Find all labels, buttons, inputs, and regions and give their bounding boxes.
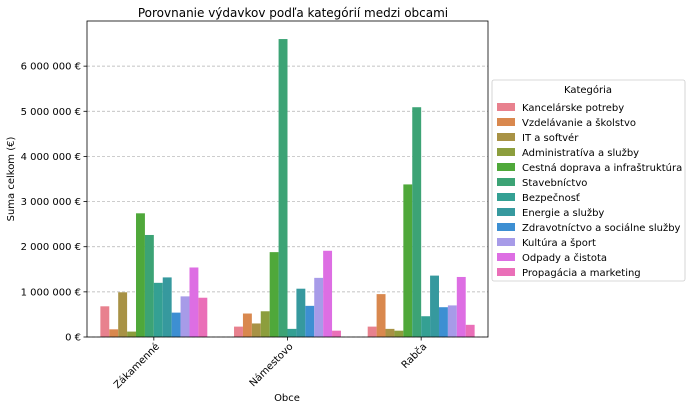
bar [189, 267, 199, 337]
y-axis: 0 € 1 000 000 € 2 000 000 € 3 000 000 € 4 00… [21, 62, 87, 344]
bar [296, 288, 306, 337]
bar [171, 312, 181, 337]
bar [394, 330, 404, 337]
bar [332, 330, 341, 337]
bar [278, 39, 288, 338]
x-axis-label: Obce [274, 393, 300, 404]
y-tick-label: 5 000 000 € [21, 107, 81, 118]
y-tick-label: 0 € [65, 333, 81, 344]
legend-swatch [497, 238, 515, 246]
bar [403, 184, 413, 337]
legend-swatch [497, 163, 515, 171]
bar [118, 292, 128, 337]
legend-swatch [497, 268, 515, 276]
y-tick-label: 1 000 000 € [21, 287, 81, 298]
bar [109, 329, 119, 337]
legend-swatch [497, 208, 515, 216]
bar [287, 328, 297, 337]
legend-label: Stavebníctvo [522, 177, 587, 189]
bar [162, 277, 172, 337]
bar [198, 297, 208, 337]
bar [269, 252, 279, 337]
bar [305, 305, 315, 337]
legend-swatch [497, 223, 515, 231]
bar [100, 306, 110, 337]
bar [314, 277, 324, 337]
x-tick-label: Zákamenné [111, 341, 162, 392]
legend-swatch [497, 118, 515, 126]
bar [251, 323, 261, 337]
legend-swatch [497, 253, 515, 261]
legend-swatch [497, 133, 515, 141]
legend-items: Kancelárske potreby Vzdelávanie a školstv… [497, 102, 682, 279]
legend-title: Kategória [564, 84, 612, 96]
bar [376, 294, 386, 337]
bar [465, 324, 475, 337]
bar [447, 305, 457, 337]
legend-swatch [497, 148, 515, 156]
x-tick-label: Námestovo [247, 341, 296, 390]
bar [367, 326, 377, 337]
chart-title: Porovnanie výdavkov podľa kategórií medz… [138, 6, 448, 20]
bar [180, 296, 190, 337]
legend-label: Vzdelávanie a školstvo [522, 117, 636, 129]
bar [242, 313, 252, 337]
y-tick-label: 2 000 000 € [21, 242, 81, 253]
bar [127, 331, 137, 337]
y-tick-label: 4 000 000 € [21, 152, 81, 163]
x-tick-label: Rabča [399, 341, 429, 371]
bar [153, 282, 163, 337]
bar [323, 250, 333, 337]
legend-label: IT a softvér [522, 132, 579, 144]
y-axis-label: Suma celkom (€) [6, 137, 17, 222]
bar [412, 107, 422, 337]
legend-label: Odpady a čistota [522, 252, 607, 264]
bar [385, 328, 395, 337]
y-tick-label: 6 000 000 € [21, 62, 81, 73]
legend-swatch [497, 193, 515, 201]
bar [136, 213, 145, 337]
legend-label: Cestná doprava a infraštruktúra [522, 162, 682, 174]
legend-label: Energie a služby [522, 207, 604, 219]
bar [438, 307, 448, 337]
bar [260, 311, 270, 337]
legend-swatch [497, 178, 515, 186]
legend-label: Kancelárske potreby [522, 102, 624, 114]
legend-label: Administratíva a služby [522, 147, 639, 159]
legend-label: Bezpečnosť [522, 192, 580, 204]
y-tick-label: 3 000 000 € [21, 197, 81, 208]
bar [430, 275, 439, 337]
legend-label: Propagácia a marketing [522, 267, 641, 279]
legend-swatch [497, 103, 515, 111]
bar [234, 326, 243, 337]
legend: Kategória Kancelárske potreby Vzdelávanie… [491, 79, 686, 282]
legend-label: Zdravotníctvo a sociálne služby [522, 222, 681, 234]
bar [456, 276, 466, 337]
legend-label: Kultúra a šport [522, 237, 596, 249]
bars [100, 39, 475, 338]
x-axis: Zákamenné Námestovo Rabča [111, 337, 429, 391]
bar [144, 234, 154, 337]
bar [421, 316, 431, 337]
legend-box [491, 79, 686, 282]
